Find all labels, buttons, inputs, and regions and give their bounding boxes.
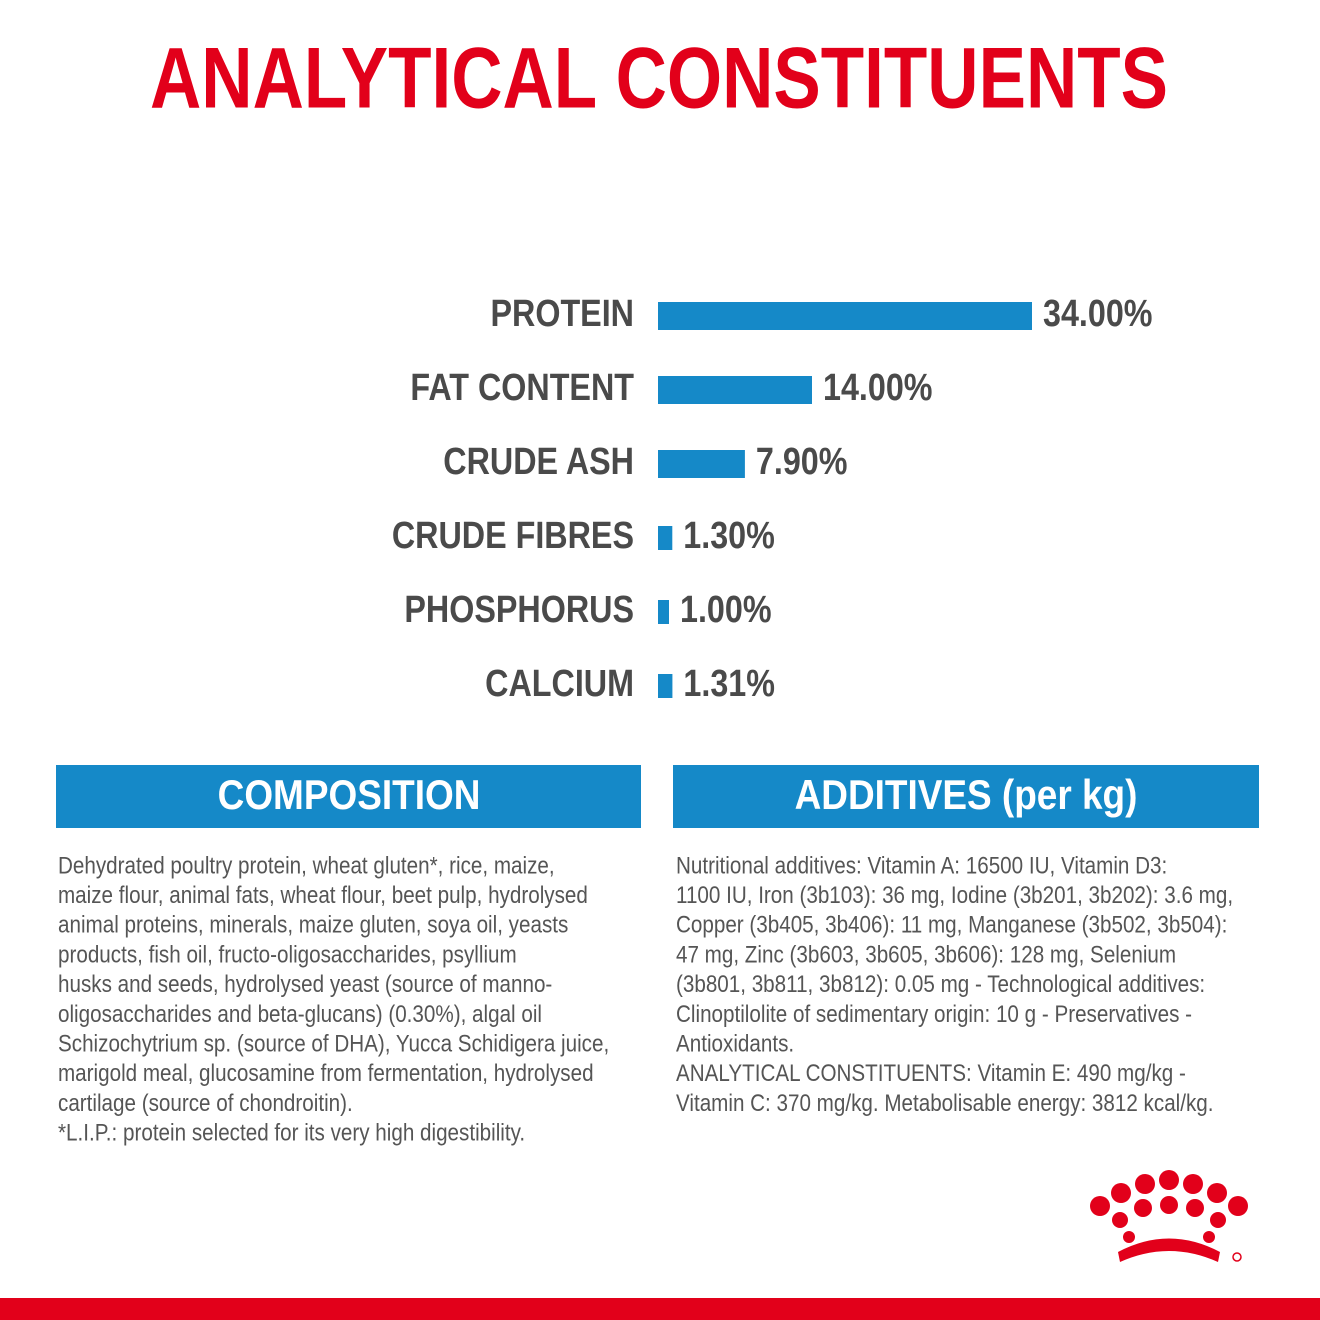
category-label: CALCIUM bbox=[485, 663, 634, 705]
additives-title: ADDITIVES (per kg) bbox=[795, 772, 1138, 819]
additives-line: (3b801, 3b811, 3b812): 0.05 mg - Technol… bbox=[676, 971, 1205, 998]
value-label: 1.00% bbox=[680, 589, 772, 631]
bar bbox=[658, 600, 669, 624]
composition-line: Dehydrated poultry protein, wheat gluten… bbox=[58, 852, 555, 879]
category-label: PHOSPHORUS bbox=[404, 589, 634, 631]
composition-line: *L.I.P.: protein selected for its very h… bbox=[58, 1119, 525, 1146]
bar bbox=[658, 450, 745, 478]
composition-line: oligosaccharides and beta-glucans) (0.30… bbox=[58, 1000, 542, 1027]
composition-line: cartilage (source of chondroitin). bbox=[58, 1089, 353, 1116]
composition-line: Schizochytrium sp. (source of DHA), Yucc… bbox=[58, 1030, 609, 1057]
composition-line: marigold meal, glucosamine from fermenta… bbox=[58, 1060, 594, 1087]
value-label: 14.00% bbox=[823, 367, 933, 409]
bottom-band bbox=[0, 1298, 1320, 1320]
additives-line: Nutritional additives: Vitamin A: 16500 … bbox=[676, 852, 1167, 879]
composition-line: husks and seeds, hydrolysed yeast (sourc… bbox=[58, 971, 552, 998]
bar bbox=[658, 526, 673, 550]
value-label: 34.00% bbox=[1043, 293, 1153, 335]
additives-line: 1100 IU, Iron (3b103): 36 mg, Iodine (3b… bbox=[676, 882, 1233, 909]
additives-line: Antioxidants. bbox=[676, 1030, 794, 1057]
value-label: 1.31% bbox=[683, 663, 775, 705]
bar bbox=[658, 376, 812, 404]
category-label: CRUDE ASH bbox=[443, 441, 634, 483]
category-label: CRUDE FIBRES bbox=[392, 515, 634, 557]
composition-header-box bbox=[56, 765, 641, 828]
composition-line: animal proteins, minerals, maize gluten,… bbox=[58, 911, 568, 938]
additives-line: 47 mg, Zinc (3b603, 3b605, 3b606): 128 m… bbox=[676, 941, 1176, 968]
composition-line: products, fish oil, fructo-oligosacchari… bbox=[58, 941, 517, 968]
composition-title: COMPOSITION bbox=[218, 772, 481, 819]
additives-header-box bbox=[673, 765, 1259, 828]
value-label: 1.30% bbox=[683, 515, 775, 557]
category-label: FAT CONTENT bbox=[410, 367, 634, 409]
chart-title: ANALYTICAL CONSTITUENTS bbox=[150, 31, 1168, 127]
additives-line: Vitamin C: 370 mg/kg. Metabolisable ener… bbox=[676, 1089, 1214, 1116]
value-label: 7.90% bbox=[756, 441, 848, 483]
category-label: PROTEIN bbox=[490, 293, 634, 335]
composition-line: maize flour, animal fats, wheat flour, b… bbox=[58, 882, 588, 909]
bar bbox=[658, 302, 1032, 330]
additives-line: ANALYTICAL CONSTITUENTS: Vitamin E: 490 … bbox=[676, 1060, 1186, 1087]
additives-line: Copper (3b405, 3b406): 11 mg, Manganese … bbox=[676, 911, 1227, 938]
logo bbox=[1090, 1170, 1248, 1262]
additives-line: Clinoptilolite of sedimentary origin: 10… bbox=[676, 1000, 1192, 1027]
bar bbox=[658, 674, 673, 698]
